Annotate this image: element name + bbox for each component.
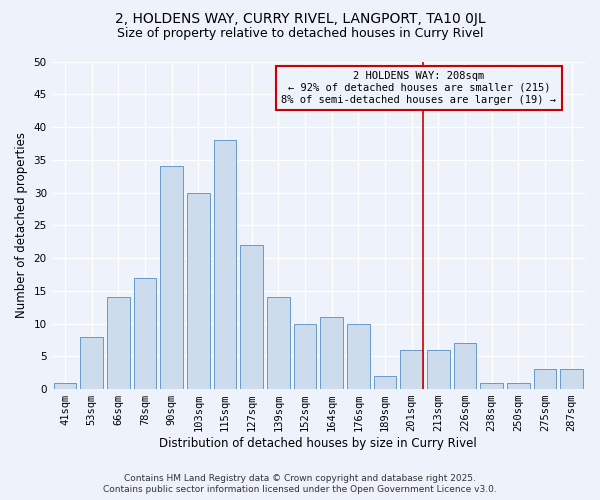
Bar <box>293 324 316 389</box>
Bar <box>107 298 130 389</box>
Bar <box>214 140 236 389</box>
Bar <box>400 350 423 389</box>
Bar <box>374 376 397 389</box>
Text: 2, HOLDENS WAY, CURRY RIVEL, LANGPORT, TA10 0JL: 2, HOLDENS WAY, CURRY RIVEL, LANGPORT, T… <box>115 12 485 26</box>
Bar <box>533 370 556 389</box>
Text: 2 HOLDENS WAY: 208sqm
← 92% of detached houses are smaller (215)
8% of semi-deta: 2 HOLDENS WAY: 208sqm ← 92% of detached … <box>281 72 556 104</box>
Text: Contains HM Land Registry data © Crown copyright and database right 2025.
Contai: Contains HM Land Registry data © Crown c… <box>103 474 497 494</box>
Bar <box>454 343 476 389</box>
Text: Size of property relative to detached houses in Curry Rivel: Size of property relative to detached ho… <box>117 28 483 40</box>
Bar <box>53 382 76 389</box>
Bar <box>320 317 343 389</box>
Bar <box>347 324 370 389</box>
Y-axis label: Number of detached properties: Number of detached properties <box>15 132 28 318</box>
X-axis label: Distribution of detached houses by size in Curry Rivel: Distribution of detached houses by size … <box>160 437 477 450</box>
Bar <box>507 382 530 389</box>
Bar <box>267 298 290 389</box>
Bar <box>241 245 263 389</box>
Bar <box>560 370 583 389</box>
Bar <box>80 336 103 389</box>
Bar <box>481 382 503 389</box>
Bar <box>134 278 157 389</box>
Bar <box>427 350 449 389</box>
Bar <box>160 166 183 389</box>
Bar <box>187 192 209 389</box>
